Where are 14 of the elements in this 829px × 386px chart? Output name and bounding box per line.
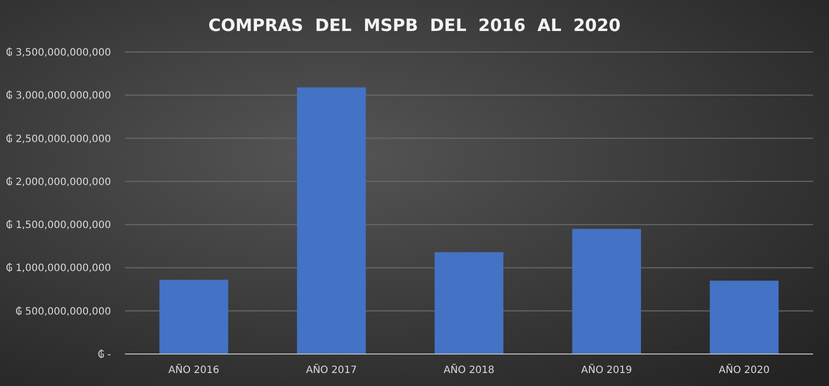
y-tick-label: ₲ - (98, 348, 112, 360)
chart-title: COMPRAS DEL MSPB DEL 2016 AL 2020 (208, 16, 621, 36)
x-tick-label: AÑO 2017 (306, 363, 357, 376)
x-tick-label: AÑO 2018 (444, 363, 494, 376)
x-tick-label: AÑO 2016 (168, 363, 220, 376)
y-tick-label: ₲ 2,500,000,000,000 (6, 132, 111, 145)
x-tick-label: AÑO 2020 (718, 363, 770, 376)
y-tick-label: ₲ 3,500,000,000,000 (6, 46, 111, 58)
y-tick-label: ₲ 500,000,000,000 (16, 305, 111, 318)
y-tick-label: ₲ 1,000,000,000,000 (6, 262, 111, 274)
y-tick-label: ₲ 3,000,000,000,000 (6, 90, 111, 102)
y-tick-label: ₲ 1,500,000,000,000 (6, 219, 111, 232)
x-tick-label: AÑO 2019 (581, 363, 632, 376)
y-tick-label: ₲ 2,000,000,000,000 (6, 176, 111, 188)
